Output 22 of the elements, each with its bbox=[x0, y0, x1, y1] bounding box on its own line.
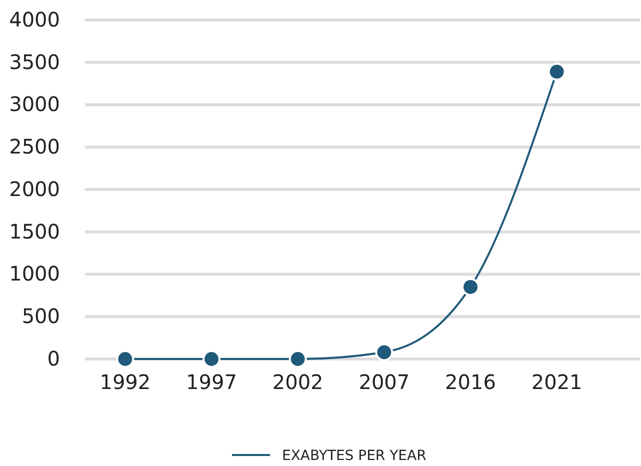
point bbox=[375, 343, 394, 362]
point bbox=[202, 350, 220, 368]
y-tick-label: 2500 bbox=[9, 134, 60, 159]
y-tick-label: 3500 bbox=[9, 50, 60, 74]
x-tick-label: 1992 bbox=[100, 370, 151, 394]
point bbox=[288, 350, 307, 368]
y-tick-label: 1500 bbox=[9, 219, 60, 244]
x-tick-label: 1997 bbox=[186, 370, 237, 394]
y-tick-label: 0 bbox=[47, 346, 60, 370]
point bbox=[548, 62, 566, 81]
y-tick-label: 1000 bbox=[9, 262, 60, 286]
point bbox=[462, 278, 480, 296]
y-tick-label: 500 bbox=[22, 304, 60, 328]
x-tick-label: 2016 bbox=[445, 370, 496, 394]
x-tick-label: 2021 bbox=[531, 370, 582, 394]
y-tick-label: 2000 bbox=[9, 176, 60, 201]
y-tick-label: 3000 bbox=[9, 92, 60, 116]
x-tick-label: 2007 bbox=[358, 370, 410, 394]
point bbox=[116, 350, 134, 368]
x-tick-label: 2002 bbox=[272, 370, 324, 394]
legend-label: EXABYTES PER YEAR bbox=[282, 448, 427, 464]
y-tick-label: 4000 bbox=[9, 7, 60, 32]
